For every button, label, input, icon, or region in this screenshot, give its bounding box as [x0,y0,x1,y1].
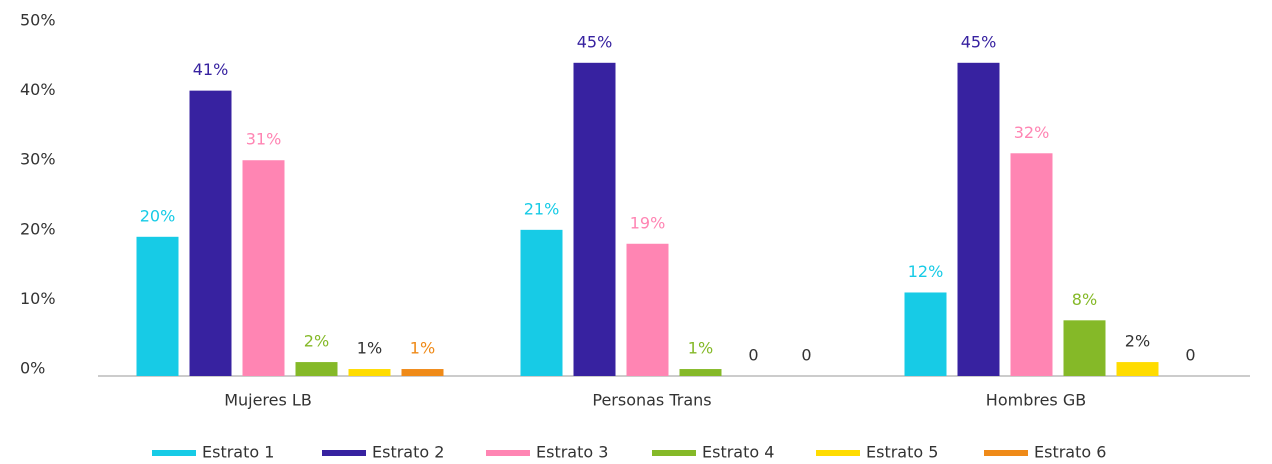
bar [1116,362,1159,376]
data-label: 0 [748,346,758,365]
legend-label: Estrato 1 [202,443,274,462]
bar [1010,153,1053,376]
bar [573,62,616,377]
data-label: 1% [357,339,382,358]
bar [957,62,1000,377]
bar [679,369,722,376]
bar [401,369,444,376]
data-label: 32% [1014,123,1050,142]
data-label: 19% [630,213,666,232]
data-label: 45% [577,32,613,51]
data-label: 20% [140,206,176,225]
bar [295,362,338,376]
bar [904,292,947,376]
data-label: 0 [801,346,811,365]
y-tick-label: 40% [20,80,56,99]
bar [1063,320,1106,376]
legend-swatch [984,450,1028,456]
bar [136,236,179,376]
data-label: 2% [304,332,329,351]
x-tick-label: Mujeres LB [224,391,312,410]
data-label: 31% [246,130,282,149]
legend-swatch [652,450,696,456]
data-label: 45% [961,32,997,51]
y-tick-label: 20% [20,219,56,238]
bar [626,243,669,376]
data-label: 1% [410,339,435,358]
y-tick-label: 50% [20,11,56,30]
legend-label: Estrato 3 [536,443,608,462]
legend-label: Estrato 2 [372,443,444,462]
legend-label: Estrato 4 [702,443,774,462]
data-label: 21% [524,199,560,218]
x-tick-label: Personas Trans [592,391,711,410]
data-label: 0 [1185,346,1195,365]
legend-swatch [486,450,530,456]
y-tick-label: 0% [20,359,45,378]
data-label: 8% [1072,290,1097,309]
bar [348,369,391,376]
y-tick-label: 30% [20,150,56,169]
bar [242,160,285,376]
x-tick-label: Hombres GB [986,391,1086,410]
data-label: 2% [1125,332,1150,351]
legend-label: Estrato 6 [1034,443,1106,462]
legend-swatch [152,450,196,456]
legend-swatch [322,450,366,456]
bar [189,90,232,376]
bar [520,229,563,376]
data-label: 12% [908,262,944,281]
legend-label: Estrato 5 [866,443,938,462]
data-label: 41% [193,60,229,79]
legend-swatch [816,450,860,456]
y-tick-label: 10% [20,289,56,308]
data-label: 1% [688,339,713,358]
